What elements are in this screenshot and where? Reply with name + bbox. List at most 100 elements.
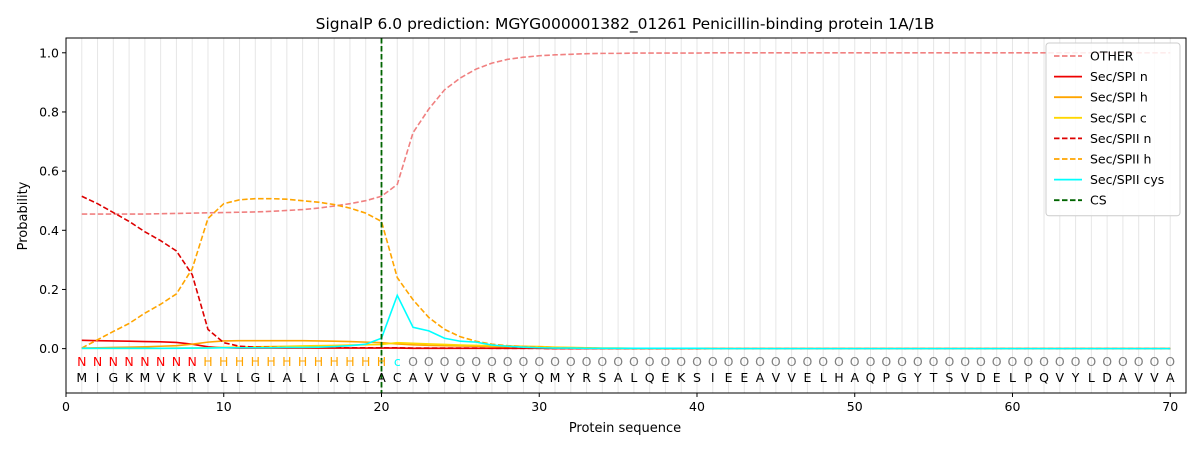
residue-label: V <box>204 370 213 385</box>
state-label: O <box>661 354 671 369</box>
state-label: O <box>802 354 812 369</box>
residue-label: C <box>393 370 402 385</box>
state-label: O <box>1039 354 1049 369</box>
state-label: H <box>203 354 212 369</box>
state-label: O <box>944 354 954 369</box>
x-tick-label: 50 <box>847 399 863 414</box>
plot-area: NMNINGNKNMNVNKNRHVHLHLHGHLHAHLHIHAHGHLHA… <box>39 37 1187 414</box>
residue-label: V <box>440 370 449 385</box>
chart-title: SignalP 6.0 prediction: MGYG000001382_01… <box>316 15 935 34</box>
residue-label: S <box>945 370 953 385</box>
residue-label: L <box>268 370 275 385</box>
residue-label: Y <box>519 370 528 385</box>
state-label: O <box>1008 354 1018 369</box>
residue-label: G <box>503 370 513 385</box>
state-label: O <box>597 354 607 369</box>
residue-label: G <box>250 370 260 385</box>
state-label: O <box>771 354 781 369</box>
residue-label: E <box>661 370 669 385</box>
state-label: O <box>1071 354 1081 369</box>
residue-label: G <box>456 370 466 385</box>
legend-label: CS <box>1090 193 1107 208</box>
residue-label: K <box>677 370 686 385</box>
state-label: O <box>787 354 797 369</box>
state-label: O <box>582 354 592 369</box>
residue-label: Y <box>1071 370 1080 385</box>
state-label: O <box>692 354 702 369</box>
state-label: H <box>235 354 244 369</box>
x-axis-label: Protein sequence <box>569 421 681 436</box>
residue-label: V <box>787 370 796 385</box>
state-label: O <box>455 354 465 369</box>
state-label: O <box>471 354 481 369</box>
residue-label: I <box>711 370 715 385</box>
residue-label: A <box>756 370 765 385</box>
residue-label: Y <box>566 370 575 385</box>
state-label: O <box>1150 354 1160 369</box>
state-label: H <box>266 354 275 369</box>
state-label: O <box>897 354 907 369</box>
residue-label: G <box>108 370 118 385</box>
state-label: O <box>1102 354 1112 369</box>
state-label: H <box>282 354 291 369</box>
state-label: O <box>1023 354 1033 369</box>
series-line-sec-spii-n <box>81 195 1171 350</box>
residue-label: L <box>236 370 243 385</box>
residue-label: V <box>156 370 165 385</box>
state-label: N <box>156 354 165 369</box>
state-label: N <box>77 354 86 369</box>
state-label: O <box>724 354 734 369</box>
state-label: O <box>503 354 513 369</box>
residue-label: A <box>409 370 418 385</box>
residue-label: R <box>582 370 591 385</box>
state-label: c <box>394 354 401 369</box>
state-label: N <box>124 354 133 369</box>
state-label: N <box>109 354 118 369</box>
residue-label: Q <box>1039 370 1049 385</box>
residue-label: L <box>299 370 306 385</box>
residue-label: T <box>929 370 938 385</box>
x-tick-label: 20 <box>374 399 390 414</box>
residue-label: E <box>740 370 748 385</box>
state-label: O <box>1165 354 1175 369</box>
y-axis-label: Probability <box>16 181 31 250</box>
state-label: O <box>708 354 718 369</box>
state-label: O <box>613 354 623 369</box>
state-label: O <box>834 354 844 369</box>
state-label: O <box>487 354 497 369</box>
residue-label: P <box>883 370 891 385</box>
legend-label: Sec/SPI c <box>1090 110 1147 125</box>
x-tick-label: 10 <box>216 399 232 414</box>
residue-label: V <box>425 370 434 385</box>
residue-label: Q <box>645 370 655 385</box>
residue-label: M <box>550 370 561 385</box>
series-line-sec-spii-h <box>81 197 1171 350</box>
series-line-other <box>81 51 1171 215</box>
x-tick-label: 70 <box>1162 399 1178 414</box>
y-tick-label: 1.0 <box>39 45 59 60</box>
legend-label: Sec/SPII h <box>1090 152 1151 167</box>
residue-label: E <box>803 370 811 385</box>
legend-label: OTHER <box>1090 49 1134 64</box>
y-tick-label: 0.0 <box>39 341 59 356</box>
residue-label: D <box>976 370 986 385</box>
state-label: O <box>850 354 860 369</box>
residue-label: R <box>188 370 197 385</box>
state-label: O <box>1134 354 1144 369</box>
chart-legend: OTHER Sec/SPI n Sec/SPI h Sec/SPI c Sec/SPII… <box>1045 42 1181 217</box>
residue-label: A <box>1119 370 1128 385</box>
y-tick-label: 0.8 <box>39 104 59 119</box>
residue-label: M <box>139 370 150 385</box>
residue-label: M <box>76 370 87 385</box>
state-label: O <box>739 354 749 369</box>
state-label: O <box>929 354 939 369</box>
state-label: O <box>913 354 923 369</box>
residue-label: D <box>1102 370 1112 385</box>
residue-label: A <box>1166 370 1175 385</box>
residue-label: E <box>725 370 733 385</box>
state-label: N <box>140 354 149 369</box>
state-label: O <box>1118 354 1128 369</box>
residue-label: A <box>614 370 623 385</box>
residue-label: I <box>96 370 100 385</box>
